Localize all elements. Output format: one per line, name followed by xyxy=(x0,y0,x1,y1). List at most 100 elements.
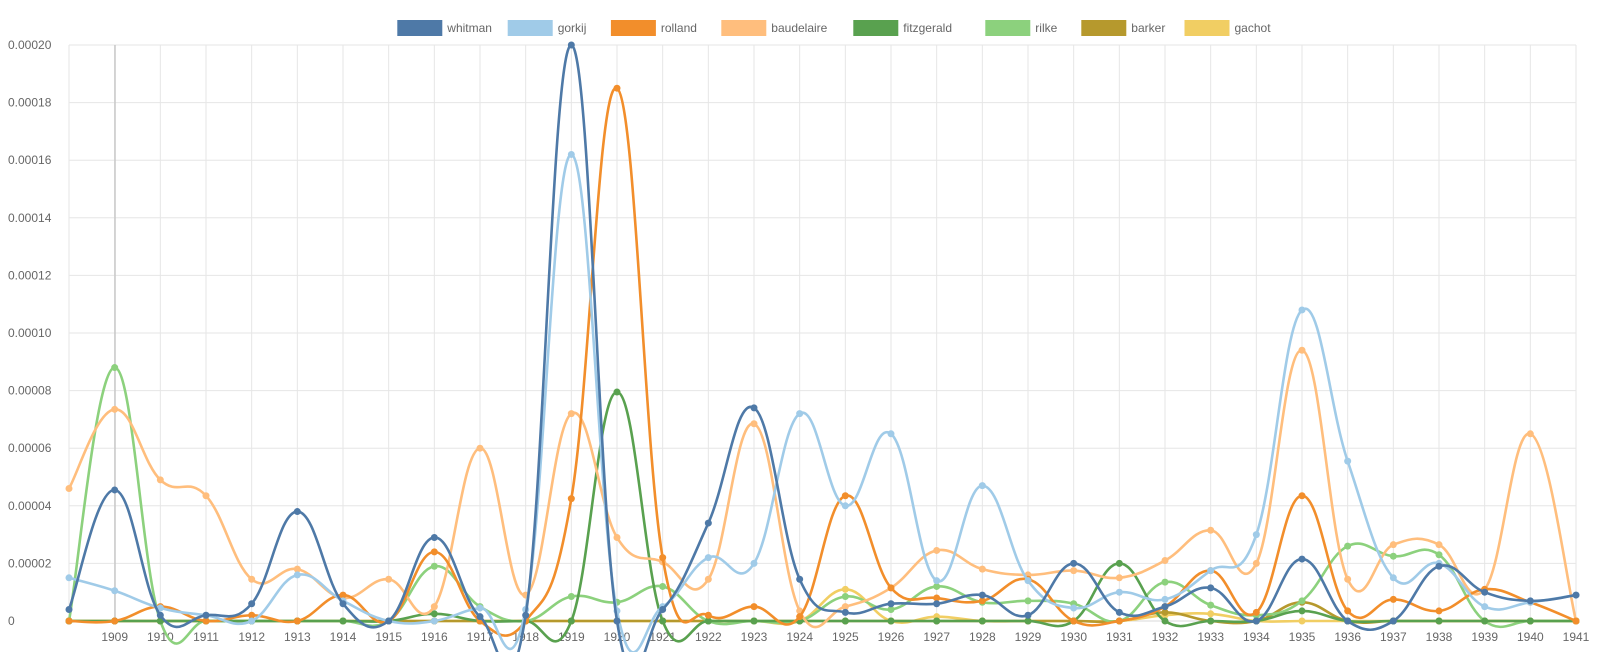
data-point-whitman[interactable] xyxy=(430,533,438,541)
data-point-rolland[interactable] xyxy=(841,492,849,500)
data-point-whitman[interactable] xyxy=(1481,588,1489,596)
legend-item-rolland[interactable]: rolland xyxy=(610,20,697,36)
data-point-gorkij[interactable] xyxy=(293,571,301,579)
data-point-baudelaire[interactable] xyxy=(613,533,621,541)
data-point-whitman[interactable] xyxy=(1070,559,1078,567)
data-point-rolland[interactable] xyxy=(1572,617,1580,625)
data-point-gorkij[interactable] xyxy=(430,617,438,625)
data-point-baudelaire[interactable] xyxy=(111,405,119,413)
data-point-rolland[interactable] xyxy=(659,554,667,562)
data-point-rilke[interactable] xyxy=(887,605,895,613)
data-point-fitzgerald[interactable] xyxy=(567,617,575,625)
data-point-rolland[interactable] xyxy=(613,84,621,92)
data-point-baudelaire[interactable] xyxy=(293,565,301,573)
data-point-baudelaire[interactable] xyxy=(1344,575,1352,583)
data-point-whitman[interactable] xyxy=(1024,611,1032,619)
data-point-fitzgerald[interactable] xyxy=(659,617,667,625)
data-point-gorkij[interactable] xyxy=(1344,457,1352,465)
data-point-rilke[interactable] xyxy=(1298,597,1306,605)
data-point-gorkij[interactable] xyxy=(1207,567,1215,575)
data-point-gorkij[interactable] xyxy=(750,559,758,567)
data-point-rolland[interactable] xyxy=(1389,595,1397,603)
data-point-fitzgerald[interactable] xyxy=(430,610,438,618)
data-point-fitzgerald[interactable] xyxy=(1161,617,1169,625)
data-point-baudelaire[interactable] xyxy=(1252,559,1260,567)
data-point-gorkij[interactable] xyxy=(248,617,256,625)
data-point-gachot[interactable] xyxy=(1298,617,1306,625)
data-point-baudelaire[interactable] xyxy=(978,565,986,573)
data-point-rilke[interactable] xyxy=(1207,601,1215,609)
data-point-whitman[interactable] xyxy=(978,591,986,599)
data-point-fitzgerald[interactable] xyxy=(1481,617,1489,625)
data-point-rilke[interactable] xyxy=(430,562,438,570)
data-point-whitman[interactable] xyxy=(841,608,849,616)
data-point-whitman[interactable] xyxy=(111,486,119,494)
data-point-rolland[interactable] xyxy=(1252,608,1260,616)
legend-item-fitzgerald[interactable]: fitzgerald xyxy=(853,20,952,36)
data-point-gorkij[interactable] xyxy=(156,604,164,612)
data-point-rolland[interactable] xyxy=(750,603,758,611)
data-point-gorkij[interactable] xyxy=(1070,604,1078,612)
data-point-baudelaire[interactable] xyxy=(1207,526,1215,534)
data-point-baudelaire[interactable] xyxy=(1161,557,1169,565)
data-point-fitzgerald[interactable] xyxy=(613,388,621,396)
data-point-rolland[interactable] xyxy=(248,611,256,619)
data-point-whitman[interactable] xyxy=(522,611,530,619)
data-point-rolland[interactable] xyxy=(1298,492,1306,500)
data-point-whitman[interactable] xyxy=(1572,591,1580,599)
data-point-whitman[interactable] xyxy=(1252,617,1260,625)
data-point-whitman[interactable] xyxy=(385,617,393,625)
data-point-baudelaire[interactable] xyxy=(430,603,438,611)
data-point-whitman[interactable] xyxy=(613,617,621,625)
legend-item-rilke[interactable]: rilke xyxy=(985,20,1058,36)
data-point-gorkij[interactable] xyxy=(476,604,484,612)
data-point-gorkij[interactable] xyxy=(567,150,575,158)
data-point-baudelaire[interactable] xyxy=(567,410,575,418)
data-point-rolland[interactable] xyxy=(978,597,986,605)
data-point-whitman[interactable] xyxy=(1526,597,1534,605)
data-point-baudelaire[interactable] xyxy=(385,575,393,583)
data-point-whitman[interactable] xyxy=(1161,603,1169,611)
data-point-whitman[interactable] xyxy=(1298,555,1306,563)
data-point-baudelaire[interactable] xyxy=(841,603,849,611)
data-point-rolland[interactable] xyxy=(1435,607,1443,615)
data-point-fitzgerald[interactable] xyxy=(887,617,895,625)
data-point-rilke[interactable] xyxy=(1344,542,1352,550)
data-point-gorkij[interactable] xyxy=(1252,531,1260,539)
data-point-whitman[interactable] xyxy=(659,605,667,613)
data-point-gorkij[interactable] xyxy=(65,574,73,582)
data-point-gorkij[interactable] xyxy=(841,502,849,510)
data-point-rilke[interactable] xyxy=(933,582,941,590)
data-point-rolland[interactable] xyxy=(567,495,575,503)
data-point-rolland[interactable] xyxy=(430,548,438,556)
data-point-gorkij[interactable] xyxy=(1115,588,1123,596)
data-point-fitzgerald[interactable] xyxy=(1024,617,1032,625)
legend-item-whitman[interactable]: whitman xyxy=(397,20,492,36)
data-point-gorkij[interactable] xyxy=(796,410,804,418)
data-point-whitman[interactable] xyxy=(567,41,575,49)
data-point-barker[interactable] xyxy=(1161,608,1169,616)
data-point-gachot[interactable] xyxy=(1207,610,1215,618)
data-point-whitman[interactable] xyxy=(202,611,210,619)
data-point-baudelaire[interactable] xyxy=(202,492,210,500)
data-point-rilke[interactable] xyxy=(567,593,575,601)
data-point-fitzgerald[interactable] xyxy=(1435,617,1443,625)
data-point-gorkij[interactable] xyxy=(111,587,119,595)
data-point-gorkij[interactable] xyxy=(1024,577,1032,585)
data-point-rolland[interactable] xyxy=(65,617,73,625)
data-point-whitman[interactable] xyxy=(476,613,484,621)
data-point-rilke[interactable] xyxy=(1435,551,1443,559)
data-point-fitzgerald[interactable] xyxy=(933,617,941,625)
data-point-fitzgerald[interactable] xyxy=(1207,617,1215,625)
data-point-rolland[interactable] xyxy=(887,584,895,592)
data-point-fitzgerald[interactable] xyxy=(978,617,986,625)
data-point-baudelaire[interactable] xyxy=(1115,574,1123,582)
data-point-rilke[interactable] xyxy=(659,582,667,590)
data-point-whitman[interactable] xyxy=(248,600,256,608)
data-point-baudelaire[interactable] xyxy=(704,575,712,583)
data-point-gorkij[interactable] xyxy=(1161,595,1169,603)
data-point-whitman[interactable] xyxy=(704,519,712,527)
data-point-gorkij[interactable] xyxy=(704,554,712,562)
data-point-whitman[interactable] xyxy=(156,611,164,619)
data-point-gorkij[interactable] xyxy=(1481,603,1489,611)
